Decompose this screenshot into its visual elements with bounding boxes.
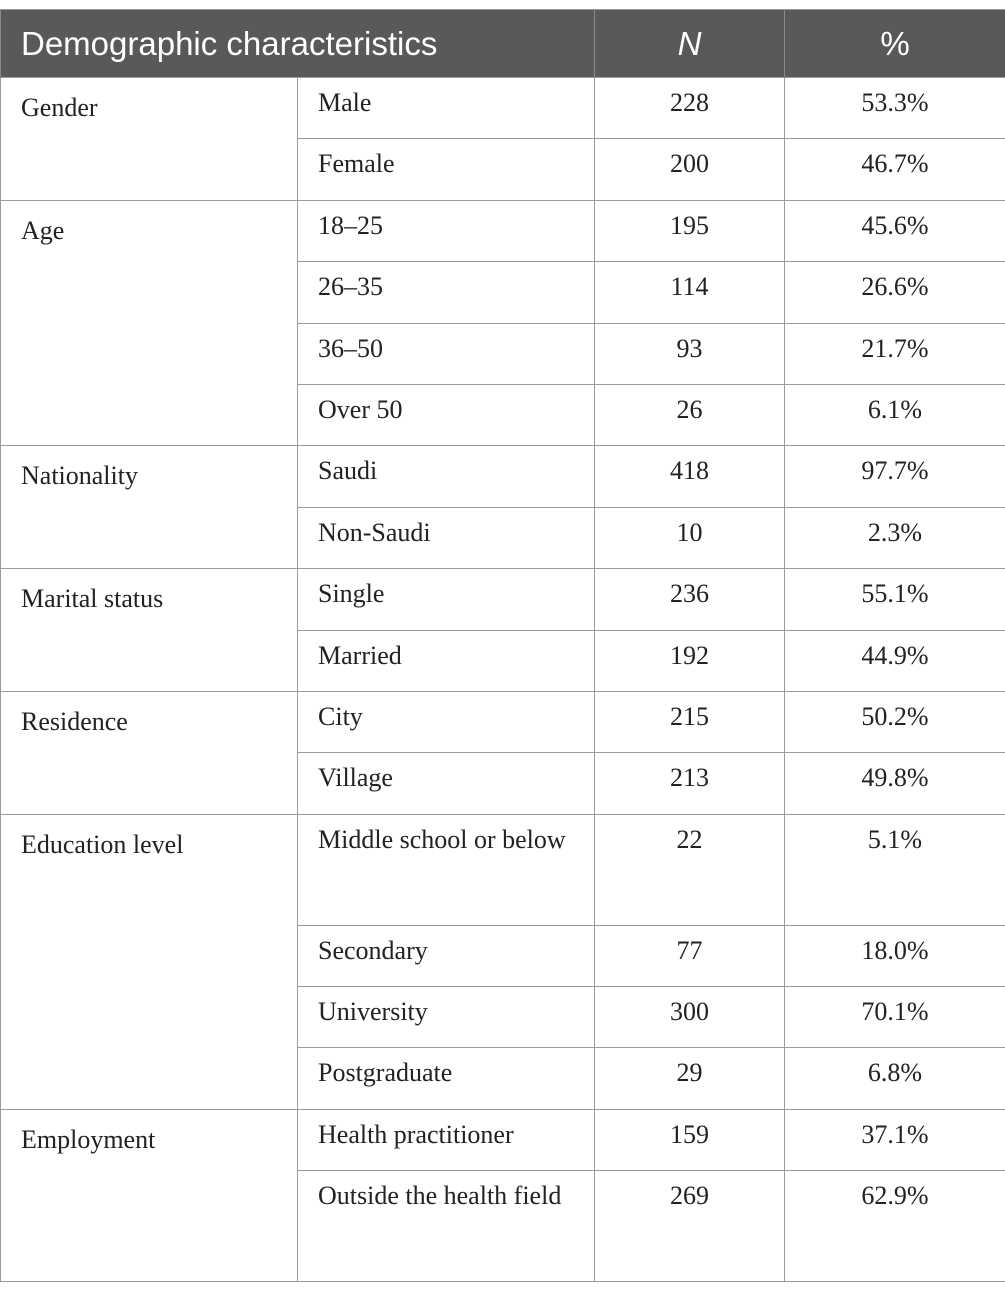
count-cell: 77 — [594, 924, 786, 988]
table-row: Female 200 46.7% — [1, 138, 1005, 201]
percent-cell: 62.9% — [784, 1170, 1005, 1283]
count-cell: 236 — [594, 568, 786, 631]
count-cell: 418 — [594, 445, 786, 508]
percent-cell: 21.7% — [784, 322, 1005, 385]
table-row: Over 50 26 6.1% — [1, 383, 1005, 447]
category-label: Marital status — [0, 568, 298, 692]
subcategory-label: Over 50 — [296, 383, 596, 447]
subcategory-label: University — [296, 986, 596, 1049]
table-row: Residence City 215 50.2% — [0, 690, 1005, 815]
percent-cell: 49.8% — [784, 752, 1005, 815]
header-percent: % — [784, 9, 1005, 78]
count-cell: 300 — [594, 986, 786, 1049]
table-row: Gender Male 228 53.3% — [0, 76, 1005, 201]
count-cell: 269 — [594, 1170, 786, 1283]
category-label: Education level — [0, 813, 298, 1110]
category-label: Gender — [0, 77, 298, 201]
percent-cell: 45.6% — [784, 199, 1005, 263]
category-label: Nationality — [0, 445, 298, 570]
count-cell: 22 — [594, 813, 786, 926]
table-row: Education level Middle school or below 22 5… — [0, 813, 1005, 1110]
header-row: Demographic characteristics N % — [0, 9, 1005, 78]
subcategory-label: Non-Saudi — [296, 506, 596, 570]
subcategory-label: Health practitioner — [296, 1108, 596, 1172]
percent-cell: 6.8% — [784, 1047, 1005, 1110]
table-row: Non-Saudi 10 2.3% — [1, 506, 1005, 570]
subcategory-label: Married — [296, 629, 596, 692]
category-label: Age — [0, 199, 298, 447]
count-cell: 215 — [594, 690, 786, 754]
percent-cell: 97.7% — [784, 445, 1005, 508]
table-header: Demographic characteristics N % — [0, 9, 1005, 78]
percent-cell: 55.1% — [784, 568, 1005, 631]
subcategory-label: Male — [296, 76, 596, 140]
count-cell: 192 — [594, 629, 786, 692]
count-cell: 195 — [594, 199, 786, 263]
count-cell: 159 — [594, 1108, 786, 1172]
category-label: Residence — [0, 690, 298, 815]
percent-cell: 53.3% — [784, 76, 1005, 140]
percent-cell: 37.1% — [784, 1108, 1005, 1172]
table-row: Age 18–25 195 45.6% — [0, 199, 1005, 447]
table-row: University 300 70.1% — [1, 986, 1005, 1049]
subcategory-label: Female — [296, 138, 596, 201]
count-cell: 10 — [594, 506, 786, 570]
percent-cell: 2.3% — [784, 506, 1005, 570]
subcategory-label: Saudi — [296, 445, 596, 508]
table-row: Secondary 77 18.0% — [1, 924, 1005, 988]
subcategory-label: Single — [296, 568, 596, 631]
header-n: N — [594, 9, 786, 78]
subcategory-label: 26–35 — [296, 261, 596, 324]
table-row: Village 213 49.8% — [1, 752, 1005, 815]
count-cell: 228 — [594, 76, 786, 140]
percent-cell: 6.1% — [784, 383, 1005, 447]
count-cell: 114 — [594, 261, 786, 324]
percent-cell: 50.2% — [784, 690, 1005, 754]
category-label: Employment — [0, 1108, 298, 1283]
subcategory-label: Outside the health field — [296, 1170, 596, 1283]
table-row: Nationality Saudi 418 97.7% — [0, 445, 1005, 570]
subcategory-label: Middle school or below — [296, 813, 596, 926]
percent-cell: 46.7% — [784, 138, 1005, 201]
percent-cell: 70.1% — [784, 986, 1005, 1049]
table-row: Outside the health field 269 62.9% — [1, 1170, 1005, 1283]
percent-cell: 26.6% — [784, 261, 1005, 324]
percent-cell: 44.9% — [784, 629, 1005, 692]
table-row: Married 192 44.9% — [1, 629, 1005, 692]
subcategory-label: City — [296, 690, 596, 754]
count-cell: 213 — [594, 752, 786, 815]
subcategory-label: Secondary — [296, 924, 596, 988]
subcategory-label: 36–50 — [296, 322, 596, 385]
count-cell: 93 — [594, 322, 786, 385]
percent-cell: 5.1% — [784, 813, 1005, 926]
subcategory-label: Village — [296, 752, 596, 815]
count-cell: 26 — [594, 383, 786, 447]
table-body: Gender Male 228 53.3% Female 200 46.7% Age 18–25… — [0, 76, 1005, 1283]
table-row: Marital status Single 236 55.1% — [0, 568, 1005, 692]
count-cell: 29 — [594, 1047, 786, 1110]
count-cell: 200 — [594, 138, 786, 201]
subcategory-label: 18–25 — [296, 199, 596, 263]
subcategory-label: Postgraduate — [296, 1047, 596, 1110]
demographics-table-container: Demographic characteristics N % Gender Ma… — [0, 9, 1005, 1283]
demographics-table: Demographic characteristics N % Gender Ma… — [0, 9, 1005, 1283]
table-row: Employment Health practitioner 159 37.1% — [0, 1108, 1005, 1283]
header-characteristic: Demographic characteristics — [0, 9, 596, 78]
percent-cell: 18.0% — [784, 924, 1005, 988]
